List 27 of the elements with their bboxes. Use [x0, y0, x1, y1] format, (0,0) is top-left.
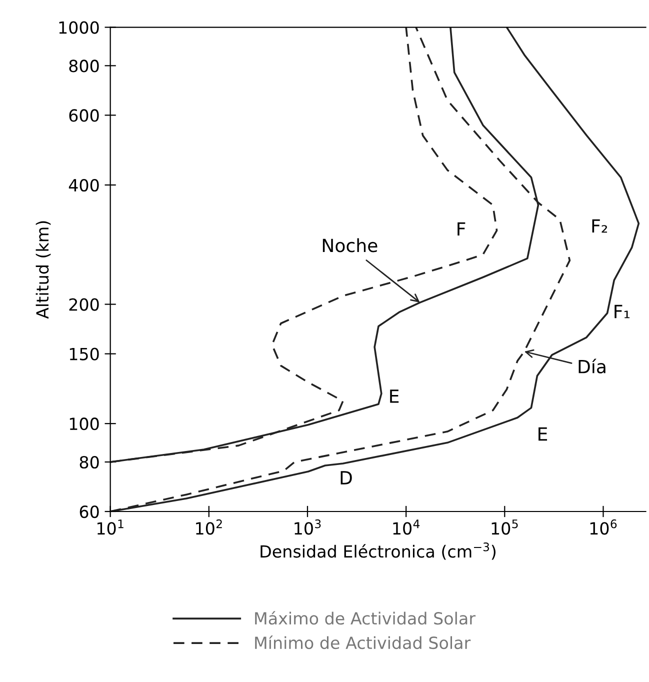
y-tick-label: 60 — [80, 505, 99, 518]
legend-label: Máximo de Actividad Solar — [255, 611, 476, 625]
x-tick-label: 10$^{4}$ — [393, 520, 420, 535]
x-tick-label: 10$^{1}$ — [97, 520, 124, 535]
legend-label: Mínimo de Actividad Solar — [255, 636, 471, 650]
annotation: F₂ — [592, 219, 608, 233]
y-tick-label: 800 — [69, 60, 99, 72]
y-tick-label: 600 — [69, 109, 99, 122]
y-tick-label: 200 — [69, 298, 99, 311]
annotation: D — [340, 471, 352, 484]
y-tick-label: 150 — [70, 348, 99, 360]
x-tick-label: 10$^{5}$ — [492, 520, 518, 535]
annotation: F₁ — [614, 304, 630, 318]
annotation: Noche — [322, 238, 378, 252]
y-tick-label: 100 — [70, 418, 99, 430]
x-tick-label: 10$^{6}$ — [590, 519, 617, 535]
annotation: F — [458, 222, 466, 236]
x-axis-title: Densidad Eléctronica (cm$^{−3}$) — [260, 542, 496, 560]
annotation: Día — [578, 358, 606, 374]
y-tick-label: 1000 — [59, 21, 99, 34]
x-tick-label: 10$^{3}$ — [294, 519, 321, 535]
annotation: E — [538, 427, 548, 441]
annotation: E — [390, 390, 399, 403]
x-tick-label: 10$^{2}$ — [196, 519, 222, 535]
y-axis-title: Altitud (km) — [36, 221, 51, 319]
y-tick-label: 80 — [80, 456, 99, 469]
y-tick-label: 400 — [68, 178, 99, 192]
